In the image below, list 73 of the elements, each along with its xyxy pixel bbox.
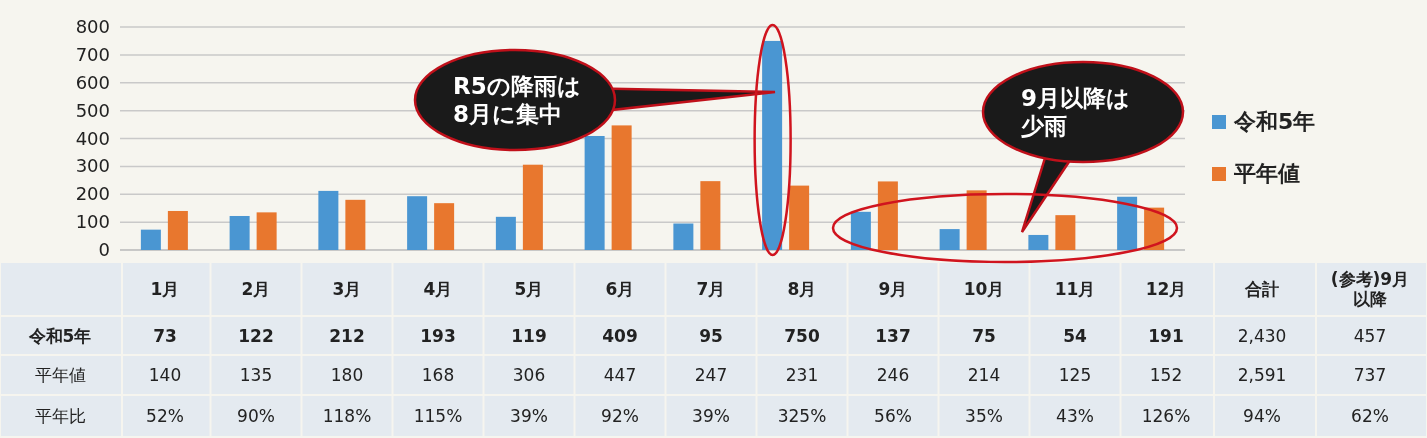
data-label: 119 [511,325,547,346]
legend-label: 平年値 [1233,161,1300,186]
x-tick-label: 2月 [241,279,271,299]
data-label: 247 [694,365,728,385]
x-tick-label: 1月 [150,279,180,299]
data-label: 306 [512,365,546,385]
bar [345,199,366,250]
y-tick-label: 700 [75,43,110,65]
bar [434,203,455,250]
data-label: 191 [1148,325,1184,346]
bar [966,190,987,250]
data-label: 125 [1058,365,1092,385]
data-label: 168 [421,365,455,385]
annotation: 9月以降は少雨 [1021,85,1131,139]
bar [229,215,250,250]
data-label: 95 [699,325,723,346]
bar [140,229,161,250]
bar [939,229,960,250]
data-label: 750 [784,325,820,346]
data-label: 180 [330,365,364,385]
x-tick-label: 8月 [787,279,817,299]
data-label: 135 [239,365,273,385]
data-label: 122 [238,325,274,346]
data-label: 54 [1063,325,1087,346]
bar [1117,196,1138,250]
y-tick-label: 600 [75,71,110,93]
x-tick-label: 5月 [514,279,544,299]
data-label: 231 [785,365,819,385]
y-tick-label: 0 [98,239,110,260]
table: 1月 2月 3月 4月 5月 6月 7月 8月 9月 10月 11月 12月 令和5年 73 122 212 193 119 409 95 750 137 75 54 191 平年値 140 135 180 168 306 447 247 231 246 214 125 152 合計 (参考)9月以降 2,430 457 2,591 737 平年比 52% 90% 118% 115% 39% 92% 39% 325% 56% 35% 43% 126% 94% 62% [1,263,1426,436]
bar [877,181,898,250]
bar [318,190,339,250]
y-tick-label: 400 [75,127,110,149]
bar [584,135,605,250]
bar [700,181,721,250]
legend-label: 令和5年 [1233,109,1316,134]
y-tick-label: 200 [75,183,110,205]
x-tick-label: 11月 [1054,279,1096,299]
y-tick-label: 100 [75,211,110,233]
x-tick-label: 12月 [1145,279,1187,299]
x-tick-label: 6月 [605,279,635,299]
data-label: 75 [972,325,996,346]
data-label: 137 [875,325,911,346]
data-label: 152 [1149,365,1183,385]
x-tick-label: 10月 [963,279,1005,299]
y-tick-label: 300 [75,155,110,177]
bar [495,216,516,250]
bar [256,212,277,250]
data-label: 409 [602,325,638,346]
bar [522,164,543,250]
bar [407,196,428,250]
data-label: 140 [148,365,182,385]
data-label: 193 [420,325,456,346]
bar [789,185,810,250]
data-label: 212 [329,325,365,346]
bar [167,210,188,250]
x-tick-label: 7月 [696,279,726,299]
data-label: 447 [603,365,637,385]
bar [1028,234,1049,250]
data-label: 73 [153,325,177,346]
x-tick-label: 9月 [878,279,908,299]
x-tick-label: 4月 [423,279,453,299]
annotation: R5の降雨は8月に集中 [453,73,581,127]
y-tick-label: 500 [75,99,110,121]
bar [673,223,694,250]
bar [1055,215,1076,250]
data-label: 214 [967,365,1001,385]
bar [850,211,871,250]
bar [762,40,783,250]
y-tick-label: 800 [75,16,110,37]
x-tick-label: 3月 [332,279,362,299]
data-label: 246 [876,365,910,385]
bar [611,125,632,250]
